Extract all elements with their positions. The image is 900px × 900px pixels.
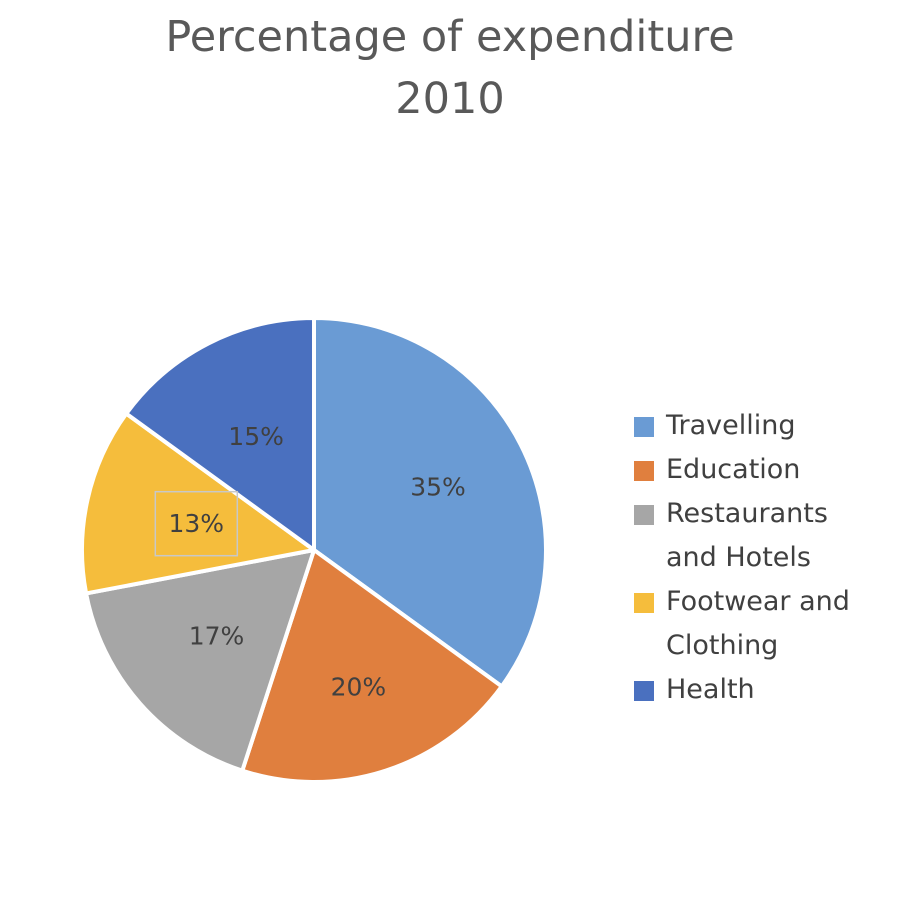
legend-label-restaurants-and-hotels: Restaurants and Hotels — [666, 498, 828, 573]
chart-title: Percentage of expenditure 2010 — [0, 6, 900, 130]
pie-slice-footwear-and-clothing — [80, 411, 316, 596]
legend-item-footwear-and-clothing: Footwear and Clothing — [634, 580, 894, 668]
data-label-health: 15% — [228, 422, 284, 451]
data-label-footwear-and-clothing: 13% — [169, 509, 225, 538]
pie-slice-education — [240, 548, 504, 784]
legend-item-restaurants-and-hotels: Restaurants and Hotels — [634, 492, 894, 580]
data-label-education: 20% — [331, 672, 387, 701]
legend-swatch-restaurants-and-hotels — [634, 505, 654, 525]
legend-swatch-footwear-and-clothing — [634, 593, 654, 613]
chart-legend: Travelling Education Restaurants and Hot… — [634, 404, 894, 712]
chart-subtitle: 2010 — [395, 74, 505, 124]
data-label-travelling: 35% — [410, 472, 466, 501]
legend-swatch-health — [634, 681, 654, 701]
pie-data-labels: 35% 20% 17% 13% 15% — [169, 422, 466, 702]
data-label-restaurants-and-hotels: 17% — [189, 621, 245, 650]
legend-label-footwear-and-clothing: Footwear and Clothing — [666, 586, 850, 661]
slice-label-selection-box — [154, 490, 239, 557]
legend-item-health: Health — [634, 668, 894, 712]
legend-item-travelling: Travelling — [634, 404, 894, 448]
legend-label-travelling: Travelling — [666, 410, 796, 441]
pie-slice-travelling — [312, 316, 548, 689]
legend-item-education: Education — [634, 448, 894, 492]
pie-slice-restaurants-and-hotels — [84, 548, 316, 773]
pie-slice-health — [124, 316, 316, 552]
legend-label-education: Education — [666, 454, 801, 485]
legend-swatch-education — [634, 461, 654, 481]
legend-label-health: Health — [666, 674, 755, 705]
pie-slices — [80, 316, 548, 784]
legend-swatch-travelling — [634, 417, 654, 437]
chart-title-main: Percentage of expenditure — [165, 12, 735, 62]
